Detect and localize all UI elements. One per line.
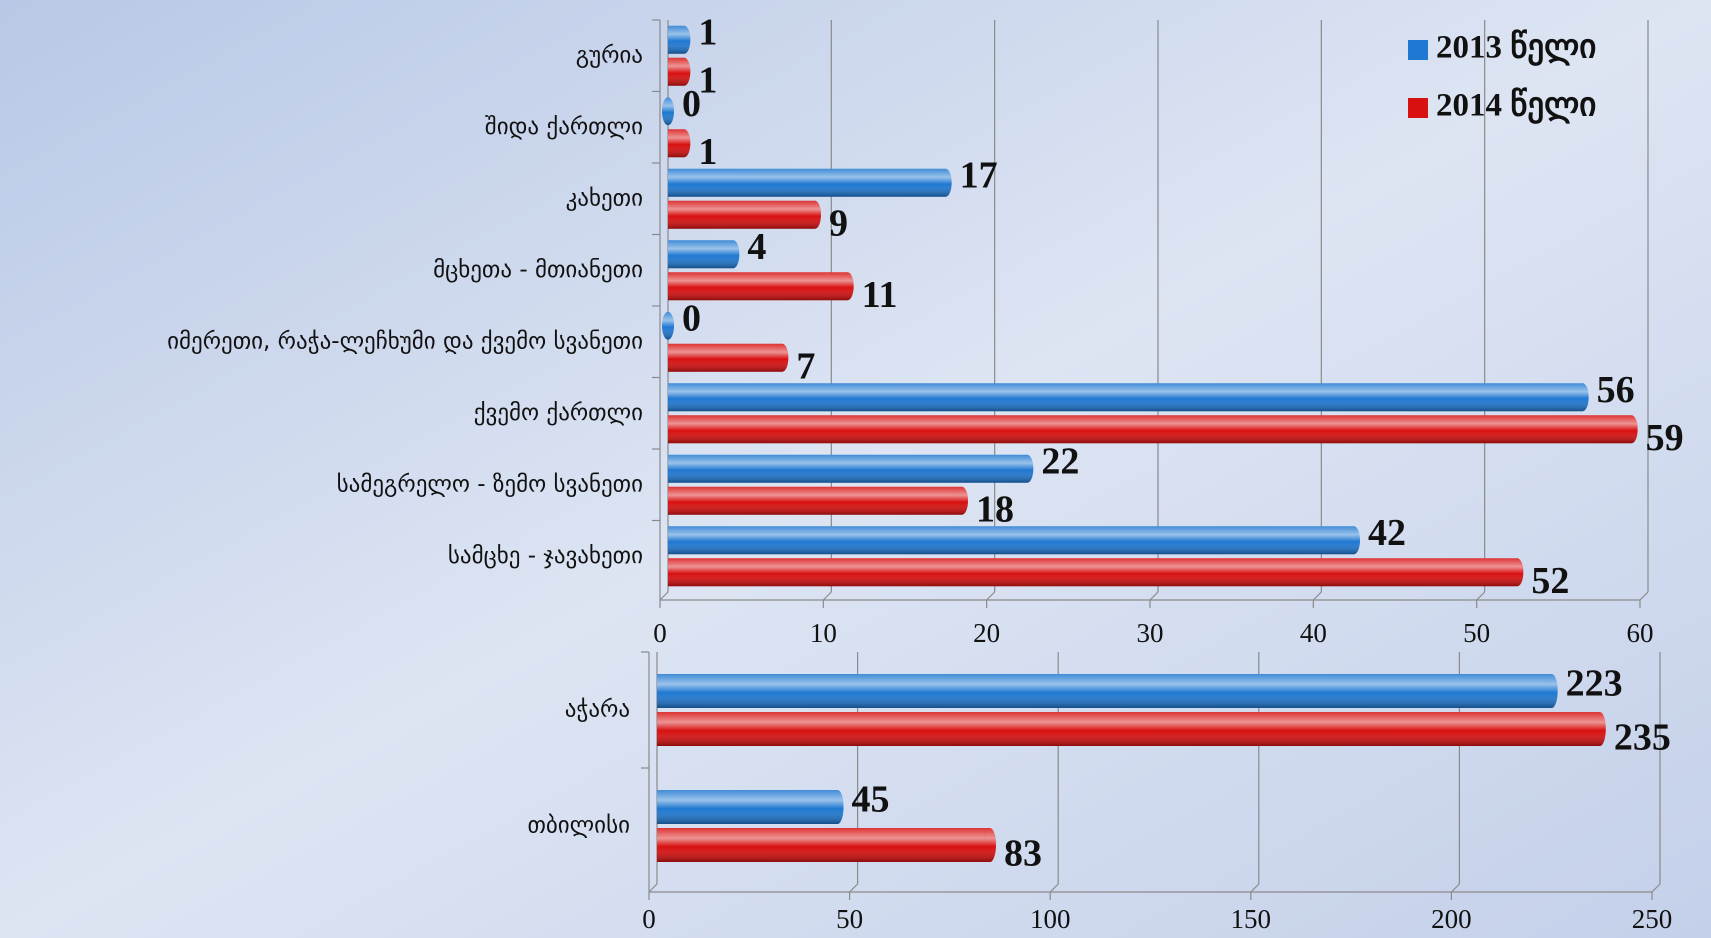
x-tick-label: 0 [642,904,656,934]
data-label: 7 [796,345,815,387]
bar-cap [956,487,968,515]
bar-cap [832,790,844,824]
bar-shade [668,240,733,268]
category-label: თბილისი [527,813,630,839]
data-label: 235 [1614,717,1671,759]
bar-shade [657,790,838,824]
bar-shade [668,169,946,197]
bar-cap [662,97,674,125]
bar-cap [1511,558,1523,586]
bar-cap [678,58,690,86]
x-tick-label: 200 [1431,904,1472,934]
bar-cap [842,272,854,300]
bar-cap [1577,383,1589,411]
x-tick-label: 250 [1632,904,1673,934]
data-label: 42 [1368,512,1406,554]
bar-shade [668,415,1632,443]
bar-cap [1626,415,1638,443]
bar-cap [727,240,739,268]
data-label: 45 [852,779,890,821]
bar-cap [1021,455,1033,483]
category-label: ქვემო ქართლი [474,400,643,426]
data-label: 1 [698,11,717,53]
bar-cap [940,169,952,197]
data-label: 0 [682,83,701,125]
legend-label: 2014 წელი [1436,87,1596,125]
page: {"chart_data": [ {"type": "bar", "orient… [0,0,1711,938]
data-label: 52 [1531,560,1569,602]
bar-cap [662,312,674,340]
category-label: კახეთი [566,185,643,211]
bar-cap [776,344,788,372]
bar-cap [1594,712,1606,746]
legend-swatch [1408,98,1428,118]
bar-cap [678,26,690,54]
bar-shade [668,272,848,300]
bar-cap [1546,674,1558,708]
data-label: 1 [698,59,717,101]
category-label: გურია [576,42,643,68]
legend-swatch [1408,40,1428,60]
bar-shade [668,455,1027,483]
bar-shade [657,828,990,862]
data-label: 18 [976,488,1014,530]
x-tick-label: 60 [1627,618,1654,648]
category-label: სამეგრელო - ზემო სვანეთი [337,471,643,497]
data-label: 11 [862,274,898,316]
x-tick-label: 10 [810,618,837,648]
data-label: 9 [829,202,848,244]
category-label: აჭარა [565,697,630,723]
x-tick-label: 150 [1231,904,1272,934]
data-label: 1 [698,131,717,173]
category-label: იმერეთი, რაჭა-ლეჩხუმი და ქვემო სვანეთი [167,328,643,354]
bar-shade [668,487,962,515]
category-label: შიდა ქართლი [485,114,643,140]
data-label: 0 [682,297,701,339]
bar-shade [657,712,1600,746]
x-tick-label: 20 [973,618,1000,648]
data-label: 17 [960,154,998,196]
x-tick-label: 50 [836,904,863,934]
x-tick-label: 0 [653,618,667,648]
data-label: 56 [1597,369,1635,411]
data-label: 223 [1566,663,1623,705]
bar-cap [678,129,690,157]
bar-shade [657,674,1552,708]
bar-shade [668,558,1517,586]
x-tick-label: 40 [1300,618,1327,648]
bar-shade [668,344,782,372]
x-tick-label: 50 [1463,618,1490,648]
legend-label: 2013 წელი [1436,29,1596,67]
x-tick-label: 30 [1137,618,1164,648]
chart: 0102030405060გურია11შიდა ქართლი01კახეთი1… [0,0,1711,938]
bar-cap [809,201,821,229]
bar-cap [1348,526,1360,554]
category-label: სამცხე - ჯავახეთი [448,543,643,569]
category-label: მცხეთა - მთიანეთი [433,257,643,283]
bar-shade [668,526,1354,554]
bar-cap [984,828,996,862]
bar-shade [668,383,1583,411]
bar-shade [668,201,815,229]
data-label: 59 [1646,417,1684,459]
x-tick-label: 100 [1030,904,1071,934]
data-label: 4 [747,226,766,268]
data-label: 83 [1004,833,1042,875]
data-label: 22 [1041,440,1079,482]
